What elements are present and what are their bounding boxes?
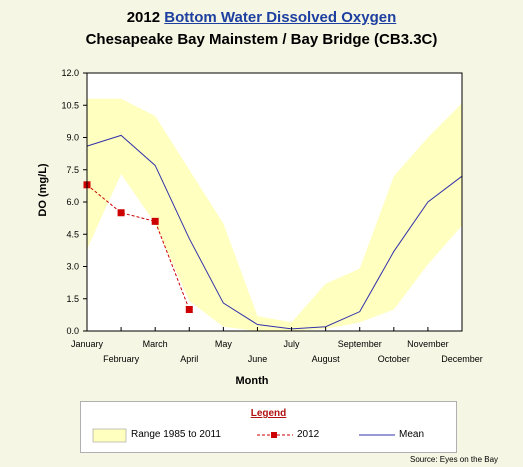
x-tick-label: January	[71, 339, 104, 349]
y-tick-label: 4.5	[66, 229, 79, 239]
x-tick-label: July	[284, 339, 301, 349]
legend: Legend Range 1985 to 2011 2012 Mean	[80, 401, 457, 453]
y-tick-label: 7.5	[66, 165, 79, 175]
legend-2012-label: 2012	[297, 429, 320, 440]
x-tick-label: August	[312, 354, 341, 364]
y-tick-label: 9.0	[66, 133, 79, 143]
x-tick-label: December	[441, 354, 483, 364]
legend-title: Legend	[250, 408, 287, 419]
y-tick-label: 3.0	[66, 262, 79, 272]
title-year: 2012	[126, 9, 161, 26]
data-point-2012-3	[151, 217, 159, 225]
y-tick-label: 0.0	[66, 326, 79, 336]
mean-line	[86, 134, 463, 330]
x-axis-title: Month	[236, 375, 269, 387]
chart-title: 2012 Bottom Water Dissolved Oxygen	[0, 9, 523, 26]
data-point-2012-4	[185, 306, 193, 313]
x-tick-label: September	[338, 339, 382, 349]
source-note: Source: Eyes on the Bay	[410, 455, 499, 464]
x-tick-label: April	[180, 354, 198, 364]
x-tick-label: May	[215, 339, 233, 349]
x-tick-label: March	[143, 339, 168, 349]
y-tick-label: 1.5	[66, 294, 79, 304]
x-tick-label: October	[378, 354, 410, 364]
y-tick-label: 6.0	[66, 197, 79, 207]
y-tick-label: 12.0	[61, 68, 79, 78]
x-tick-label: June	[248, 354, 268, 364]
mean-series	[86, 134, 463, 330]
y-tick-label: 10.5	[61, 100, 79, 110]
chart-subtitle: Chesapeake Bay Mainstem / Bay Bridge (CB…	[85, 31, 438, 48]
x-tick-label: November	[407, 339, 449, 349]
legend-range-swatch	[92, 428, 127, 443]
title-link[interactable]: Bottom Water Dissolved Oxygen	[164, 9, 397, 26]
legend-swatches	[92, 428, 395, 443]
y-axis: 0.0 1.5 3.0 4.5 6.0 7.5 9.0 10.5 12.0	[61, 68, 87, 336]
y-axis-title: DO (mg/L)	[37, 163, 49, 216]
legend-mean-label: Mean	[399, 429, 425, 440]
series-2012-line	[86, 184, 190, 310]
legend-range-label: Range 1985 to 2011	[131, 429, 221, 440]
legend-2012-marker	[271, 432, 277, 438]
chart: 0.0 1.5 3.0 4.5 6.0 7.5 9.0 10.5 12.0 January Feb…	[37, 68, 483, 387]
data-point-2012-2	[117, 209, 125, 217]
range-band	[87, 98, 462, 331]
range-area	[87, 98, 462, 331]
x-tick-label: February	[103, 354, 140, 364]
